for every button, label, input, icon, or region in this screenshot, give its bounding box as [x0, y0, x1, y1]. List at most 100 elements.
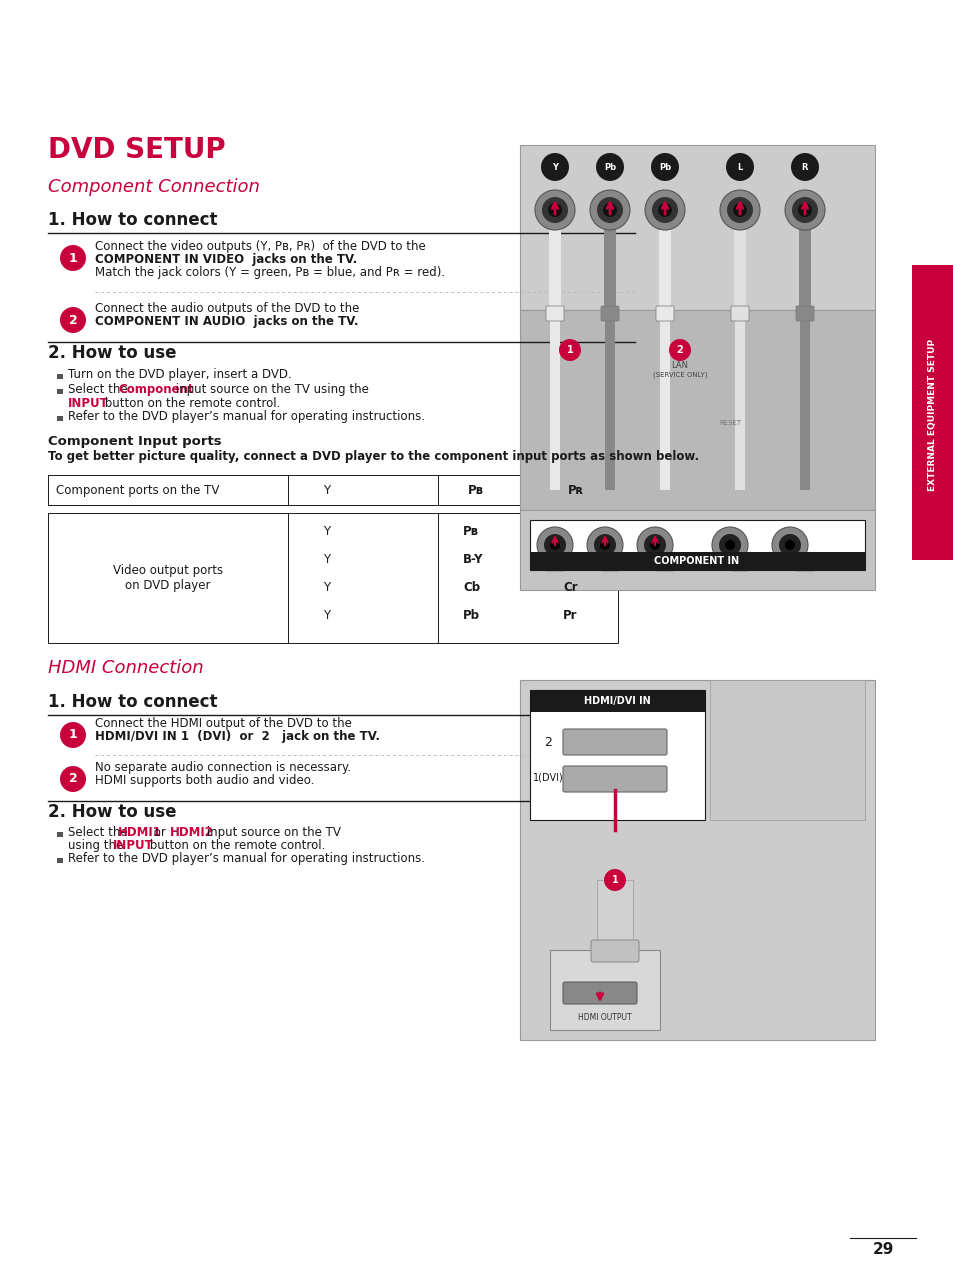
- Text: or: or: [150, 826, 170, 840]
- FancyBboxPatch shape: [600, 307, 618, 321]
- Circle shape: [540, 153, 568, 181]
- Text: R-Y: R-Y: [562, 553, 583, 566]
- Text: HDMI supports both audio and video.: HDMI supports both audio and video.: [95, 773, 314, 787]
- Circle shape: [725, 153, 753, 181]
- Text: Video output ports
on DVD player: Video output ports on DVD player: [112, 563, 223, 591]
- Circle shape: [60, 722, 86, 748]
- Circle shape: [644, 190, 684, 230]
- Text: using the: using the: [68, 840, 127, 852]
- Circle shape: [643, 534, 665, 556]
- Bar: [604, 321, 615, 490]
- Text: 1: 1: [69, 252, 77, 265]
- Circle shape: [558, 340, 580, 361]
- Text: button on the remote control.: button on the remote control.: [146, 840, 325, 852]
- Circle shape: [596, 153, 623, 181]
- Text: HDMI/DVI IN: HDMI/DVI IN: [583, 696, 650, 706]
- Text: Y: Y: [323, 581, 330, 594]
- Text: HDMI OUTPUT: HDMI OUTPUT: [578, 1014, 631, 1023]
- Text: input source on the TV using the: input source on the TV using the: [172, 383, 369, 396]
- Text: DVD SETUP: DVD SETUP: [48, 136, 226, 164]
- Circle shape: [637, 527, 672, 563]
- Text: 2: 2: [676, 345, 682, 355]
- Bar: [519, 510, 874, 590]
- Circle shape: [771, 527, 807, 563]
- Circle shape: [790, 153, 818, 181]
- Text: L: L: [737, 163, 741, 172]
- Bar: [659, 321, 669, 490]
- Text: COMPONENT IN AUDIO  jacks on the TV.: COMPONENT IN AUDIO jacks on the TV.: [95, 315, 358, 328]
- Circle shape: [651, 197, 678, 223]
- Circle shape: [535, 190, 575, 230]
- Circle shape: [711, 527, 747, 563]
- Text: 1: 1: [69, 729, 77, 742]
- Circle shape: [547, 204, 561, 218]
- Circle shape: [597, 197, 622, 223]
- Text: Refer to the DVD player’s manual for operating instructions.: Refer to the DVD player’s manual for ope…: [68, 852, 424, 865]
- FancyBboxPatch shape: [656, 556, 673, 571]
- Text: 2. How to use: 2. How to use: [48, 803, 176, 820]
- Bar: [734, 321, 744, 490]
- Text: Pʀ: Pʀ: [562, 525, 578, 538]
- Text: 29: 29: [871, 1241, 893, 1257]
- Text: To get better picture quality, connect a DVD player to the component input ports: To get better picture quality, connect a…: [48, 450, 699, 463]
- Bar: [548, 525, 560, 560]
- Text: RESET: RESET: [719, 420, 740, 426]
- FancyBboxPatch shape: [562, 729, 666, 756]
- Bar: [550, 321, 559, 490]
- Text: input source on the TV: input source on the TV: [203, 826, 340, 840]
- Text: button on the remote control.: button on the remote control.: [101, 397, 280, 410]
- Bar: [800, 321, 809, 490]
- Bar: [550, 950, 659, 1030]
- FancyBboxPatch shape: [562, 982, 637, 1004]
- FancyBboxPatch shape: [562, 766, 666, 792]
- Text: (SERVICE ONLY): (SERVICE ONLY): [652, 371, 706, 378]
- Bar: [733, 525, 745, 560]
- Text: R: R: [801, 163, 807, 172]
- Circle shape: [724, 541, 734, 550]
- Circle shape: [732, 204, 746, 218]
- Text: 1. How to connect: 1. How to connect: [48, 693, 217, 711]
- Circle shape: [668, 340, 690, 361]
- Bar: [911, 265, 953, 560]
- Circle shape: [594, 534, 616, 556]
- Circle shape: [779, 534, 801, 556]
- Text: Y: Y: [552, 163, 558, 172]
- FancyBboxPatch shape: [730, 307, 748, 321]
- Text: Pʙ: Pʙ: [462, 525, 478, 538]
- Circle shape: [784, 541, 794, 550]
- Text: HDMI1: HDMI1: [118, 826, 162, 840]
- Text: Cb: Cb: [462, 581, 479, 594]
- Circle shape: [797, 204, 811, 218]
- Text: 2: 2: [69, 772, 77, 786]
- Bar: [603, 225, 616, 310]
- Text: Select the: Select the: [68, 383, 132, 396]
- Text: Y: Y: [323, 553, 330, 566]
- Bar: [733, 225, 745, 310]
- FancyBboxPatch shape: [590, 940, 639, 962]
- Text: Y: Y: [323, 485, 330, 497]
- Bar: [530, 689, 704, 820]
- Text: 1. How to connect: 1. How to connect: [48, 211, 217, 229]
- Circle shape: [586, 527, 622, 563]
- Bar: [530, 552, 864, 570]
- Text: Turn on the DVD player, insert a DVD.: Turn on the DVD player, insert a DVD.: [68, 368, 292, 382]
- Text: Y: Y: [323, 609, 330, 622]
- Text: Component Input ports: Component Input ports: [48, 435, 221, 448]
- Text: HDMI2: HDMI2: [170, 826, 213, 840]
- Bar: [799, 525, 810, 560]
- Text: 1: 1: [611, 875, 618, 885]
- Bar: [530, 689, 704, 712]
- Bar: [597, 880, 633, 945]
- Text: INPUT: INPUT: [68, 397, 109, 410]
- Circle shape: [537, 527, 573, 563]
- Circle shape: [599, 541, 609, 550]
- Bar: [57, 388, 63, 394]
- Text: └AUDIO┘: └AUDIO┘: [742, 560, 776, 569]
- Circle shape: [791, 197, 817, 223]
- Bar: [659, 225, 670, 310]
- Text: Select the: Select the: [68, 826, 132, 840]
- FancyBboxPatch shape: [795, 307, 813, 321]
- Text: 2. How to use: 2. How to use: [48, 343, 176, 363]
- Circle shape: [60, 307, 86, 333]
- Bar: [519, 681, 874, 1040]
